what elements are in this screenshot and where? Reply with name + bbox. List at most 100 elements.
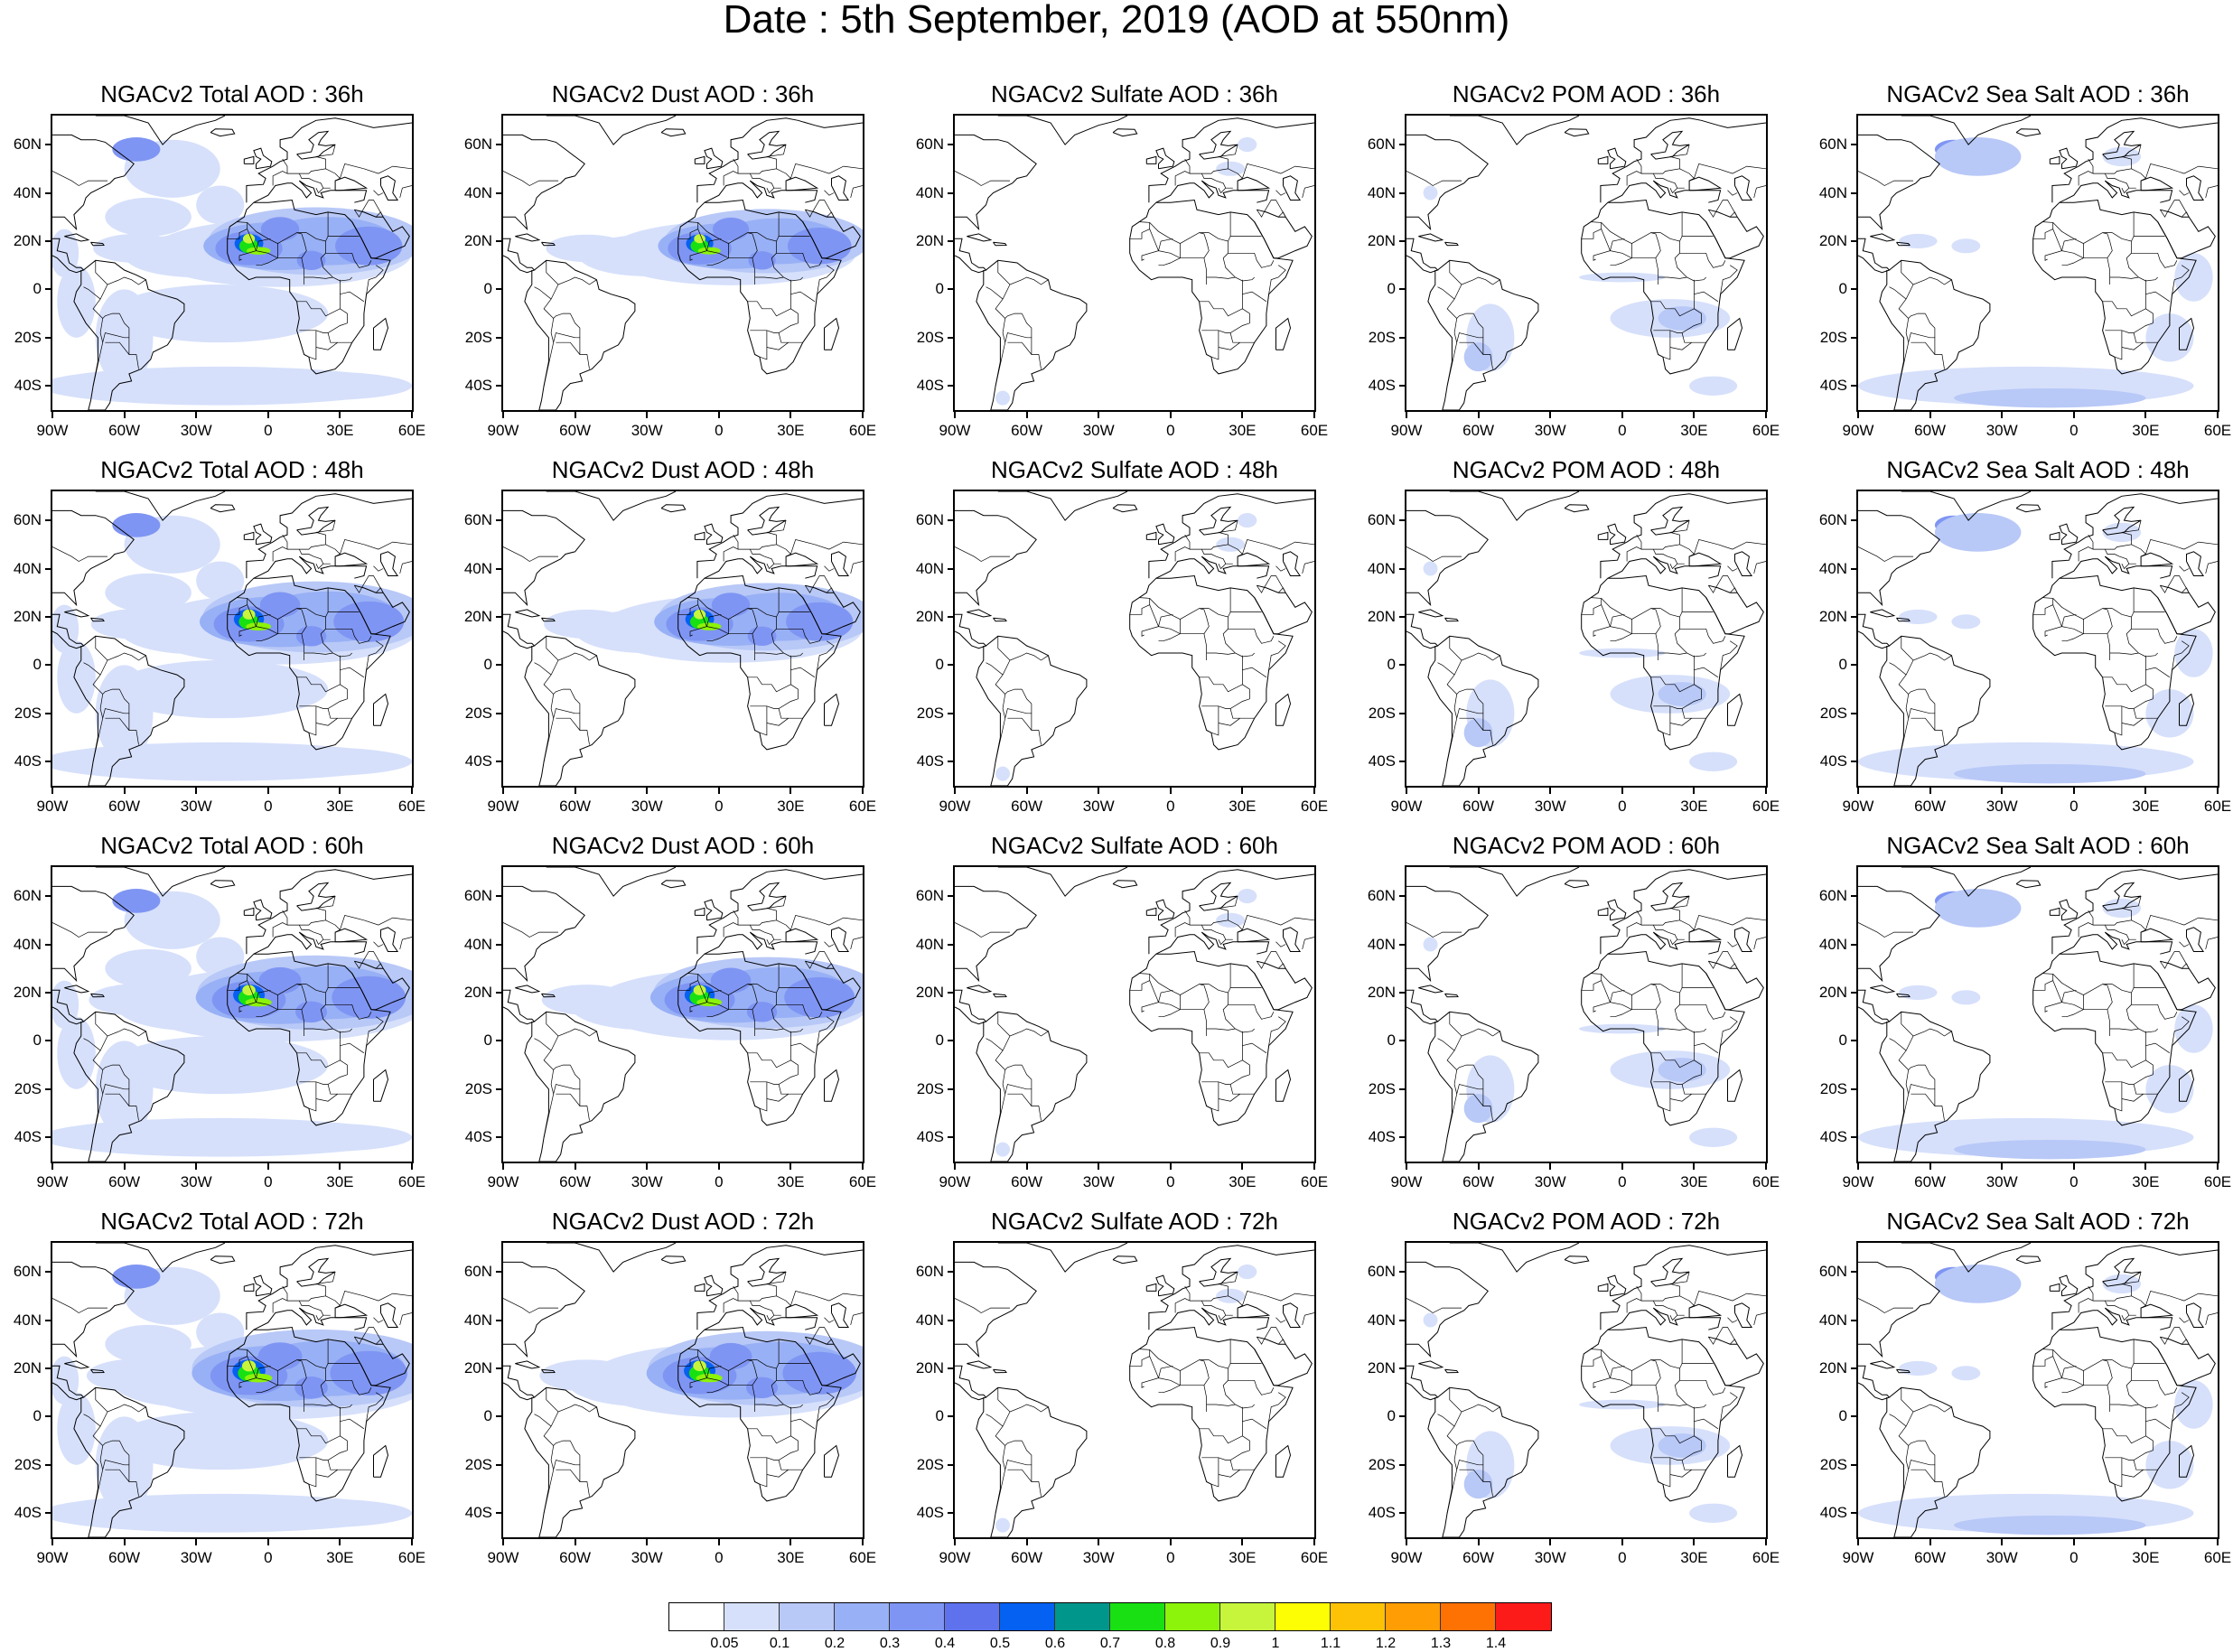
country-border	[1302, 937, 1314, 949]
coastline	[64, 1360, 90, 1369]
aod-shading	[544, 583, 863, 663]
colorbar	[668, 1602, 1552, 1631]
lon-tick-label: 0	[2069, 1549, 2079, 1566]
country-border	[2179, 565, 2190, 572]
country-border	[814, 165, 863, 174]
aod-map	[52, 116, 412, 410]
country-border	[1201, 548, 1233, 565]
aod-region	[1954, 1139, 2146, 1160]
lat-tick-label: 20N	[463, 1358, 492, 1377]
country-border	[1679, 611, 1683, 618]
coastline	[694, 531, 705, 540]
country-border	[2160, 1327, 2190, 1345]
country-border	[805, 1327, 835, 1345]
country-border	[1908, 1064, 1926, 1070]
country-border	[546, 260, 559, 285]
lon-tick-mark	[1025, 1162, 1028, 1170]
country-border	[569, 313, 581, 338]
country-border	[1446, 332, 1493, 387]
aod-shading	[995, 889, 1257, 1157]
lat-tick-mark	[45, 943, 51, 946]
coastline	[373, 693, 389, 726]
country-border	[102, 313, 120, 319]
country-border	[1641, 1283, 1680, 1302]
lat-tick-mark	[45, 664, 51, 667]
lat-tick-mark	[1851, 1512, 1857, 1515]
map-panel-pom-1	[1405, 490, 1768, 788]
coastline	[704, 555, 818, 579]
coastline	[2059, 899, 2079, 921]
lat-tick-mark	[948, 712, 954, 714]
coastline	[993, 1368, 1007, 1374]
aod-region	[2174, 1004, 2213, 1053]
country-border	[766, 520, 787, 533]
lon-tick-mark	[1169, 1162, 1172, 1170]
country-border	[1681, 587, 1714, 612]
country-border	[697, 598, 758, 620]
lat-tick-mark	[948, 1087, 954, 1090]
lon-tick-mark	[954, 1162, 956, 1170]
lon-tick-mark	[2217, 787, 2219, 794]
country-border	[1908, 688, 1926, 695]
country-border	[826, 963, 835, 969]
lon-tick-mark	[1406, 411, 1407, 418]
lat-tick-label: 0	[33, 1407, 42, 1425]
lon-tick-label: 30W	[1985, 1549, 2018, 1566]
lon-tick-mark	[123, 1162, 126, 1170]
coastline	[1148, 493, 1314, 579]
lat-tick-label: 40N	[1367, 183, 1396, 201]
panel-title-sea-salt-0: NGACv2 Sea Salt AOD : 36h	[1886, 80, 2190, 107]
lat-tick-label: 60N	[1367, 135, 1396, 154]
country-border	[754, 276, 784, 279]
country-border	[340, 1042, 365, 1054]
coastline	[993, 241, 1007, 247]
country-border	[1641, 532, 1680, 550]
country-border	[1717, 165, 1766, 174]
lat-tick-label: 20N	[463, 607, 492, 625]
country-border	[1720, 640, 1738, 670]
coastline	[976, 635, 1088, 786]
country-border	[1218, 1314, 1227, 1321]
country-border	[1449, 1012, 1462, 1037]
country-border	[1727, 1317, 1738, 1323]
lat-tick-mark	[1851, 712, 1857, 714]
coastline	[210, 880, 236, 889]
lon-tick-label: 30W	[180, 1549, 212, 1566]
country-border	[2160, 951, 2190, 969]
aod-region	[295, 626, 327, 647]
country-border	[2114, 330, 2123, 360]
coastline	[253, 180, 368, 203]
lon-tick-label: 0	[2069, 422, 2079, 439]
coastline	[993, 993, 1007, 998]
coastline	[1901, 491, 2032, 521]
aod-region	[220, 1498, 412, 1528]
aod-map	[1406, 116, 1766, 410]
country-border	[354, 575, 384, 593]
country-border	[747, 232, 758, 258]
coastline	[1427, 1011, 1539, 1162]
country-border	[373, 565, 384, 572]
country-border	[92, 1084, 139, 1138]
lat-tick-mark	[1851, 519, 1857, 522]
coastline	[351, 960, 410, 1011]
lon-tick-label: 60W	[1914, 422, 1947, 439]
coastline	[1600, 117, 1766, 203]
lon-tick-label: 0	[1166, 798, 1175, 815]
aod-shading	[546, 209, 863, 285]
country-border	[2133, 587, 2165, 612]
coastline	[1199, 1257, 1238, 1287]
lon-tick-mark	[339, 787, 341, 794]
coastline	[1870, 985, 1896, 994]
lat-tick-label: 0	[935, 280, 944, 298]
country-border	[824, 1317, 835, 1323]
lat-tick-mark	[948, 288, 954, 291]
country-border	[778, 708, 803, 719]
country-border	[256, 619, 278, 642]
lon-tick-mark	[1477, 787, 1480, 794]
country-border	[1242, 1418, 1267, 1430]
lat-tick-mark	[1851, 1367, 1857, 1369]
coastline	[785, 1303, 819, 1319]
colorbar-swatch	[724, 1603, 780, 1630]
lon-tick-mark	[1313, 1162, 1315, 1170]
lat-tick-mark	[1851, 239, 1857, 242]
